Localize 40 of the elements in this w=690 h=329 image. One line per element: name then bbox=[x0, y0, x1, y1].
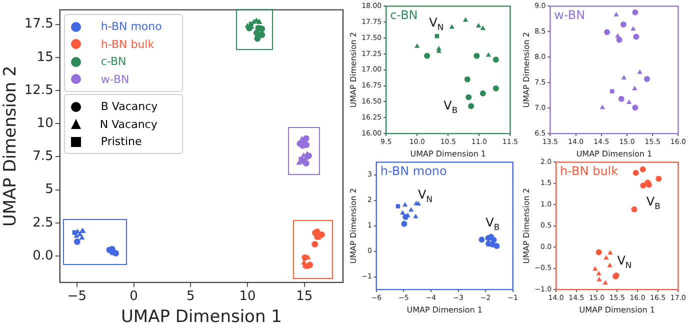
legend-label: B Vacancy bbox=[100, 100, 158, 114]
y-tick-label: 2.5 bbox=[32, 215, 54, 230]
y-axis-title: UMAP Dimension 2 bbox=[0, 66, 21, 227]
y-tick-label: 7.5 bbox=[32, 149, 54, 164]
x-tick-label: 5 bbox=[186, 289, 195, 304]
chart-title: h-BN bulk bbox=[560, 164, 618, 178]
x-tick-label: −5 bbox=[67, 289, 87, 304]
y-tick-label: 15 bbox=[36, 50, 54, 65]
annotation: V$_{B}$ bbox=[646, 194, 660, 212]
legend-label: h-BN bulk bbox=[100, 38, 154, 51]
x-axis-title: UMAP Dimension 1 bbox=[576, 149, 652, 158]
chart-title: w-BN bbox=[554, 8, 586, 22]
y-axis-title: UMAP Dimension 2 bbox=[522, 32, 531, 108]
legend-label: N Vacancy bbox=[100, 118, 158, 131]
legend-label: w-BN bbox=[100, 72, 130, 86]
x-tick-label: 15 bbox=[296, 289, 313, 304]
annotation: V$_{N}$ bbox=[617, 254, 632, 270]
legend-label: Pristine bbox=[100, 135, 142, 148]
x-tick-label: 10 bbox=[239, 289, 256, 304]
y-axis-title: UMAP Dimension 2 bbox=[348, 32, 358, 108]
annotation: V$_{N}$ bbox=[429, 16, 444, 32]
y-axis-title: UMAP Dimension 2 bbox=[522, 188, 531, 264]
annotation: V$_{B}$ bbox=[486, 215, 500, 232]
y-tick-label: 10 bbox=[36, 116, 54, 131]
y-tick-label: 0.0 bbox=[32, 248, 54, 264]
x-axis-title: UMAP Dimension 1 bbox=[406, 305, 482, 314]
chart-title: c-BN bbox=[390, 8, 418, 22]
y-tick-label: 12.5 bbox=[24, 82, 54, 98]
x-axis-title: UMAP Dimension 1 bbox=[120, 307, 282, 328]
annotation: V$_{B}$ bbox=[444, 99, 458, 116]
x-axis-title: UMAP Dimension 1 bbox=[579, 305, 656, 314]
x-tick-label: 0 bbox=[130, 289, 138, 304]
y-tick-label: 17.5 bbox=[24, 16, 54, 32]
legend-label: h-BN mono bbox=[100, 20, 162, 34]
legend-label: c-BN bbox=[100, 55, 126, 68]
x-axis-title: UMAP Dimension 1 bbox=[410, 149, 486, 158]
y-tick-label: 5 bbox=[45, 182, 54, 198]
chart-title: h-BN mono bbox=[380, 164, 447, 178]
annotation: V$_{N}$ bbox=[418, 188, 432, 204]
y-axis-title: UMAP Dimension 2 bbox=[348, 188, 358, 264]
